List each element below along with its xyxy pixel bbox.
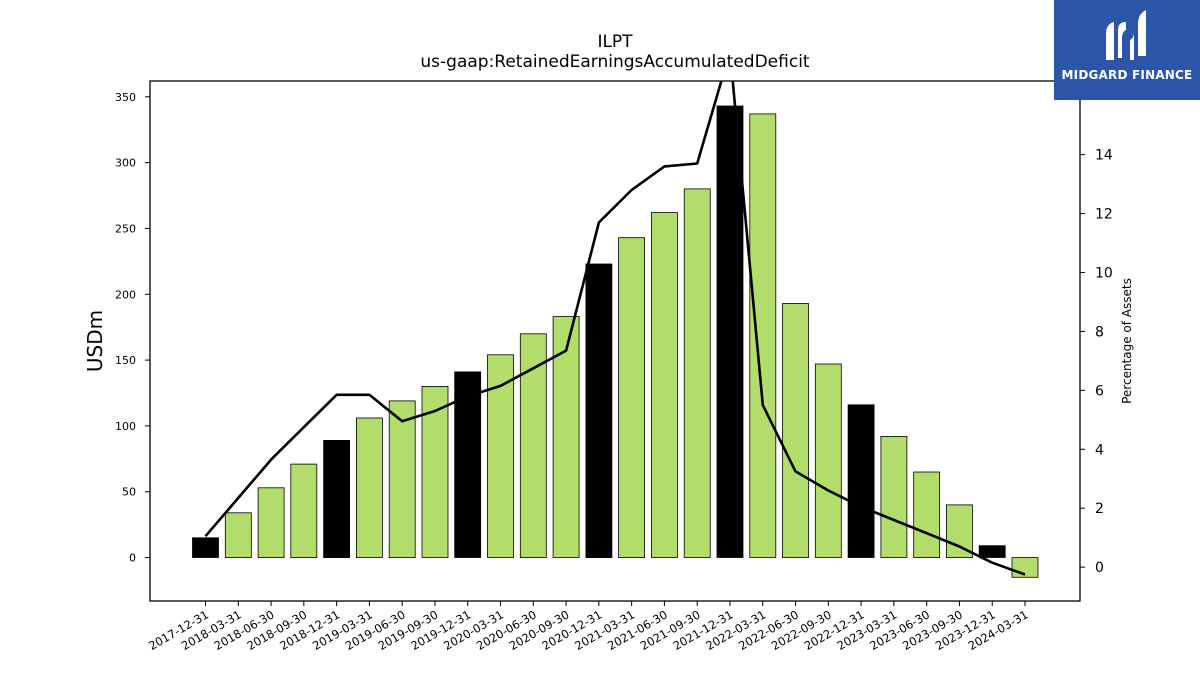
y-tick-label-50: 50	[122, 486, 136, 499]
chart-title: ILPT	[597, 32, 633, 52]
bar-2017-12-31	[192, 537, 219, 558]
bar-2018-12-31	[323, 439, 351, 558]
bar-2021-09-30	[683, 188, 711, 558]
y-tick-label-350: 350	[115, 91, 136, 104]
y-tick-label-100: 100	[115, 420, 136, 433]
y2-tick-label-12: 12	[1095, 207, 1113, 223]
y-tick-label-300: 300	[115, 157, 136, 170]
y2-tick-label-4: 4	[1095, 442, 1104, 458]
y-axis-right: 0 2 4 6 8 10 12 14	[1080, 148, 1113, 576]
brand-logo: MIDGARD FINANCE	[1054, 0, 1200, 100]
bar-2022-06-30	[782, 303, 809, 559]
y2-tick-label-10: 10	[1095, 266, 1113, 282]
y-tick-label-200: 200	[115, 288, 136, 301]
bar-2020-09-30	[552, 316, 580, 558]
bar-2018-06-30	[257, 487, 285, 558]
bar-2018-09-30	[290, 463, 318, 559]
plot-frame	[149, 80, 1081, 602]
y2-tick-label-14: 14	[1095, 148, 1113, 164]
bar-2022-03-31	[749, 113, 777, 558]
percentage-line	[204, 81, 1026, 576]
y-tick-label-250: 250	[115, 222, 136, 235]
y-tick-label-150: 150	[115, 354, 136, 367]
bar-2021-06-30	[651, 212, 678, 558]
logo-mark-icon	[1106, 10, 1146, 60]
bar-2019-03-31	[355, 417, 383, 558]
bar-2020-12-31	[585, 263, 613, 559]
bar-2020-06-30	[519, 333, 547, 558]
y2-tick-label-8: 8	[1095, 324, 1104, 340]
y-axis-label: USDm	[83, 310, 107, 372]
bar-2023-09-30	[946, 504, 973, 558]
bar-series	[192, 105, 1039, 578]
bar-2019-12-31	[454, 371, 482, 558]
logo-text: MIDGARD FINANCE	[1061, 68, 1193, 82]
line-series	[204, 81, 1026, 576]
bar-2022-12-31	[847, 404, 875, 558]
bar-2019-06-30	[388, 400, 416, 558]
bar-2023-06-30	[913, 471, 941, 558]
x-axis: 2017-12-312018-03-312018-06-302018-09-30…	[146, 601, 1031, 653]
bar-2022-09-30	[814, 363, 842, 558]
y2-tick-label-2: 2	[1095, 501, 1104, 517]
bar-2023-03-31	[880, 435, 908, 558]
y-axis-left: 0 50 100 150 200 250 300 350	[115, 91, 150, 565]
bar-2018-03-31	[224, 512, 252, 558]
y2-tick-label-0: 0	[1095, 560, 1104, 576]
y2-axis-label: Percentage of Assets	[1120, 278, 1134, 404]
bar-2021-12-31	[716, 105, 744, 558]
y2-tick-label-6: 6	[1095, 383, 1104, 399]
y-tick-label-0: 0	[129, 552, 136, 565]
chart-subtitle: us-gaap:RetainedEarningsAccumulatedDefic…	[420, 52, 810, 72]
bar-2023-12-31	[978, 545, 1006, 558]
bar-2021-03-31	[618, 237, 645, 558]
